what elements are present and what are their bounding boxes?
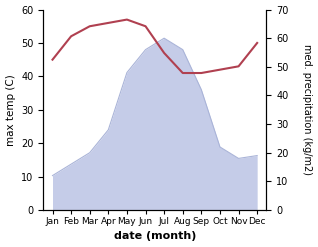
- Y-axis label: med. precipitation (kg/m2): med. precipitation (kg/m2): [302, 44, 313, 175]
- X-axis label: date (month): date (month): [114, 231, 196, 242]
- Y-axis label: max temp (C): max temp (C): [5, 74, 16, 146]
